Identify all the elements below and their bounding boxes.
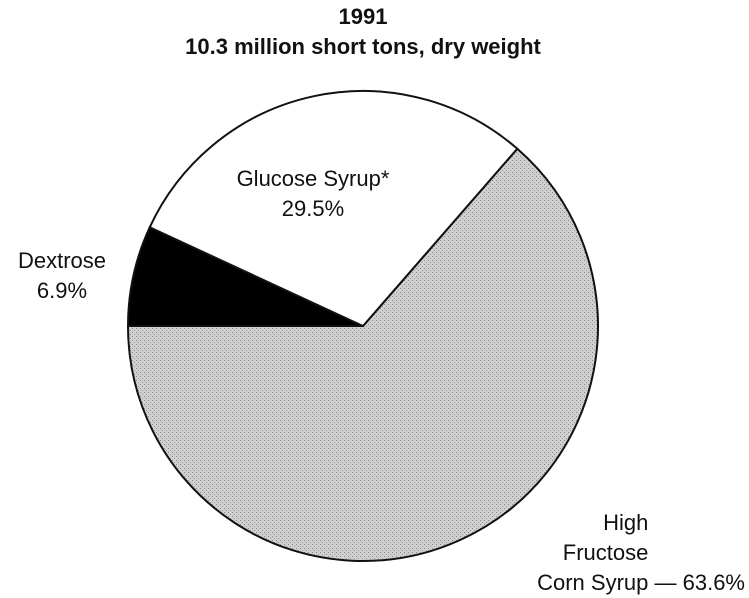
slice-label: Dextrose 6.9% <box>0 246 124 306</box>
value-label: 6.9% <box>36 278 88 303</box>
value-label: — 63.6% <box>654 570 746 595</box>
page: 1991 10.3 million short tons, dry weight… <box>0 4 745 595</box>
category-label: Dextrose <box>17 248 107 273</box>
slice-label: Glucose Syrup* 29.5% <box>200 164 426 224</box>
chart <box>126 90 599 562</box>
slice-label: High Fructose Corn Syrup — 63.6% <box>518 508 745 598</box>
pie-slice <box>148 90 519 328</box>
chart-subtitle: 10.3 million short tons, dry weight <box>185 34 541 59</box>
chart-title: 1991 <box>338 4 388 29</box>
category-label: High Fructose Corn Syrup <box>537 510 649 595</box>
category-label: Glucose Syrup* <box>236 166 390 191</box>
pie-slice <box>126 147 599 562</box>
value-label: 29.5% <box>281 196 345 221</box>
